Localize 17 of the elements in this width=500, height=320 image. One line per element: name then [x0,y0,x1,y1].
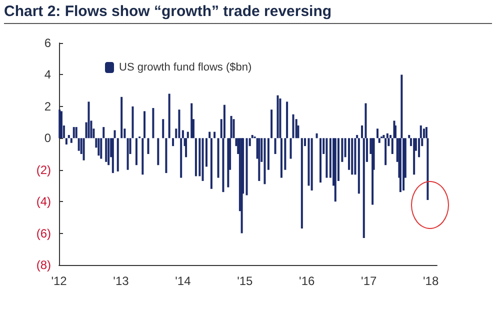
y-tick-label: (6) [36,226,51,240]
chart-title: Chart 2: Flows show “growth” trade reversing [4,3,492,24]
x-tick-label: '16 [299,274,316,288]
legend-label: US growth fund flows ($bn) [119,62,252,74]
y-tick-label: 4 [44,68,52,82]
y-tick-label: (8) [36,258,51,272]
x-tick-label: '13 [113,274,130,288]
x-tick-label: '12 [51,274,68,288]
x-tick-label: '15 [237,274,254,288]
x-tick-label: '18 [422,274,439,288]
y-tick-label: 6 [44,36,52,50]
y-tick-label: 0 [44,131,52,146]
y-tick-label: 2 [44,99,52,114]
y-tick-label: (2) [36,162,51,177]
x-tick-label: '14 [175,274,192,288]
x-tick-label: '17 [361,274,377,288]
y-tick-label: (4) [36,194,51,209]
